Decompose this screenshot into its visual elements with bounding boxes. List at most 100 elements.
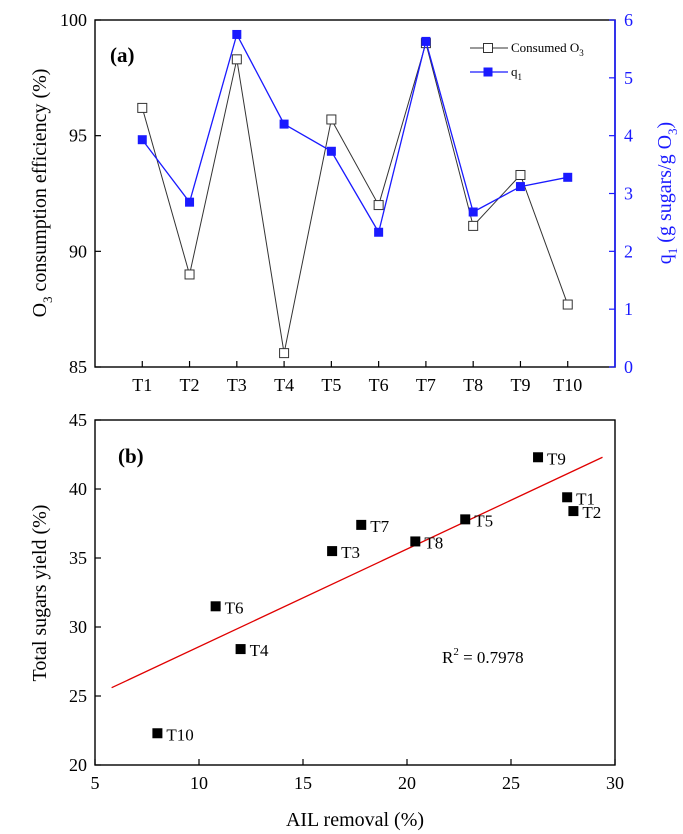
y-tick-label-20: 20 — [69, 755, 87, 775]
point-q1-T10 — [563, 172, 573, 182]
point-T2 — [568, 506, 579, 517]
panel-a-left-axis-title: O3 consumption efficiency (%) — [29, 69, 55, 318]
point-consumed-o3-T1 — [137, 102, 148, 113]
left-y-tick-label-90: 90 — [69, 241, 87, 261]
panel-a-label: (a) — [110, 43, 135, 67]
panel-a: (a) T1 T2 T3 T4 T5 T6 T7 T8 T9 T10 85 90 95 100 0 1 2 3… — [29, 10, 680, 395]
point-consumed-o3-T5 — [326, 114, 337, 125]
x-tick-label-T7: T7 — [416, 375, 436, 395]
panel-b-x-axis-title: AIL removal (%) — [286, 809, 424, 831]
x-tick-label-15: 15 — [294, 773, 312, 793]
x-tick-label-T8: T8 — [463, 375, 483, 395]
x-tick-label-T2: T2 — [180, 375, 200, 395]
panel-a-x-axis: T1 T2 T3 T4 T5 T6 T7 T8 T9 T10 — [132, 361, 582, 395]
right-y-tick-label-6: 6 — [624, 10, 633, 30]
point-label-T9: T9 — [547, 449, 566, 468]
point-q1-T3 — [232, 29, 242, 39]
point-q1-T2 — [185, 197, 195, 207]
x-tick-label-20: 20 — [398, 773, 416, 793]
point-label-T4: T4 — [250, 641, 269, 660]
point-T1 — [562, 492, 573, 503]
point-T3 — [327, 546, 338, 557]
right-y-tick-label-4: 4 — [624, 126, 633, 146]
point-q1-T9 — [515, 182, 525, 192]
point-label-T3: T3 — [341, 543, 360, 562]
x-tick-label-T6: T6 — [369, 375, 389, 395]
x-tick-label-T4: T4 — [274, 375, 294, 395]
point-label-T8: T8 — [424, 533, 443, 552]
point-T6 — [210, 601, 221, 612]
point-consumed-o3-T10 — [562, 299, 573, 310]
panel-a-right-axis-title: q1 (g sugars/g O3) — [654, 122, 680, 264]
legend-marker-consumed-o3 — [483, 43, 493, 53]
panel-b-x-axis: 5 10 15 20 25 30 — [91, 759, 624, 793]
panel-b-trendline — [111, 456, 603, 689]
left-y-tick-label-95: 95 — [69, 126, 87, 146]
point-q1-T7 — [421, 36, 431, 46]
y-tick-label-35: 35 — [69, 548, 87, 568]
panel-a-right-axis-ticks: 0 1 2 3 4 5 6 — [609, 10, 633, 377]
series-line-q1 — [141, 32, 568, 234]
right-y-tick-label-3: 3 — [624, 184, 633, 204]
panel-b-label: (b) — [118, 444, 144, 468]
point-label-T10: T10 — [166, 725, 193, 744]
left-y-tick-label-85: 85 — [69, 357, 87, 377]
point-T4 — [235, 644, 246, 655]
right-y-tick-label-1: 1 — [624, 299, 633, 319]
point-T8 — [410, 536, 421, 547]
panel-a-series — [137, 29, 573, 359]
point-q1-T5 — [326, 146, 336, 156]
x-tick-label-T1: T1 — [132, 375, 152, 395]
point-q1-T6 — [374, 227, 384, 237]
legend: Consumed O3 q1 — [470, 40, 584, 82]
series-line-consumed-o3 — [141, 41, 569, 354]
x-tick-label-5: 5 — [91, 773, 100, 793]
y-tick-label-30: 30 — [69, 617, 87, 637]
point-q1-T1 — [137, 135, 147, 145]
x-tick-label-T5: T5 — [321, 375, 341, 395]
point-q1-T4 — [279, 119, 289, 129]
panel-a-left-axis: 85 90 95 100 — [60, 10, 101, 377]
right-y-tick-label-2: 2 — [624, 241, 633, 261]
point-label-T7: T7 — [370, 517, 389, 536]
y-tick-label-45: 45 — [69, 410, 87, 430]
trendline — [111, 456, 603, 689]
y-tick-label-40: 40 — [69, 479, 87, 499]
x-tick-label-T10: T10 — [553, 375, 582, 395]
point-consumed-o3-T2 — [184, 269, 195, 280]
panel-a-frame — [94, 19, 616, 368]
point-label-T5: T5 — [474, 511, 493, 530]
legend-label-q1: q1 — [511, 64, 522, 82]
point-consumed-o3-T4 — [279, 348, 290, 359]
legend-label-consumed-o3: Consumed O3 — [511, 40, 584, 58]
point-q1-T8 — [468, 207, 478, 217]
x-tick-label-25: 25 — [502, 773, 520, 793]
r-squared-annotation: R2 = 0.7978 — [442, 646, 524, 667]
panel-b-frame — [94, 419, 616, 766]
panel-b-y-axis: 20 25 30 35 40 45 — [69, 410, 101, 775]
point-label-T6: T6 — [225, 598, 244, 617]
x-tick-label-T9: T9 — [510, 375, 530, 395]
point-label-T1: T1 — [576, 489, 595, 508]
left-y-tick-label-100: 100 — [60, 10, 87, 30]
point-consumed-o3-T6 — [373, 200, 384, 211]
x-tick-label-10: 10 — [190, 773, 208, 793]
point-label-T2: T2 — [582, 503, 601, 522]
point-T7 — [356, 519, 367, 530]
x-tick-label-30: 30 — [606, 773, 624, 793]
point-consumed-o3-T3 — [231, 54, 242, 65]
legend-marker-q1 — [483, 67, 493, 77]
panel-b-y-axis-title: Total sugars yield (%) — [29, 505, 51, 682]
point-T10 — [152, 728, 163, 739]
point-consumed-o3-T9 — [515, 169, 526, 180]
point-T9 — [533, 452, 544, 463]
y-tick-label-25: 25 — [69, 686, 87, 706]
x-tick-label-T3: T3 — [227, 375, 247, 395]
point-consumed-o3-T8 — [468, 220, 479, 231]
point-T5 — [460, 514, 471, 525]
right-y-tick-label-5: 5 — [624, 68, 633, 88]
right-y-tick-label-0: 0 — [624, 357, 633, 377]
